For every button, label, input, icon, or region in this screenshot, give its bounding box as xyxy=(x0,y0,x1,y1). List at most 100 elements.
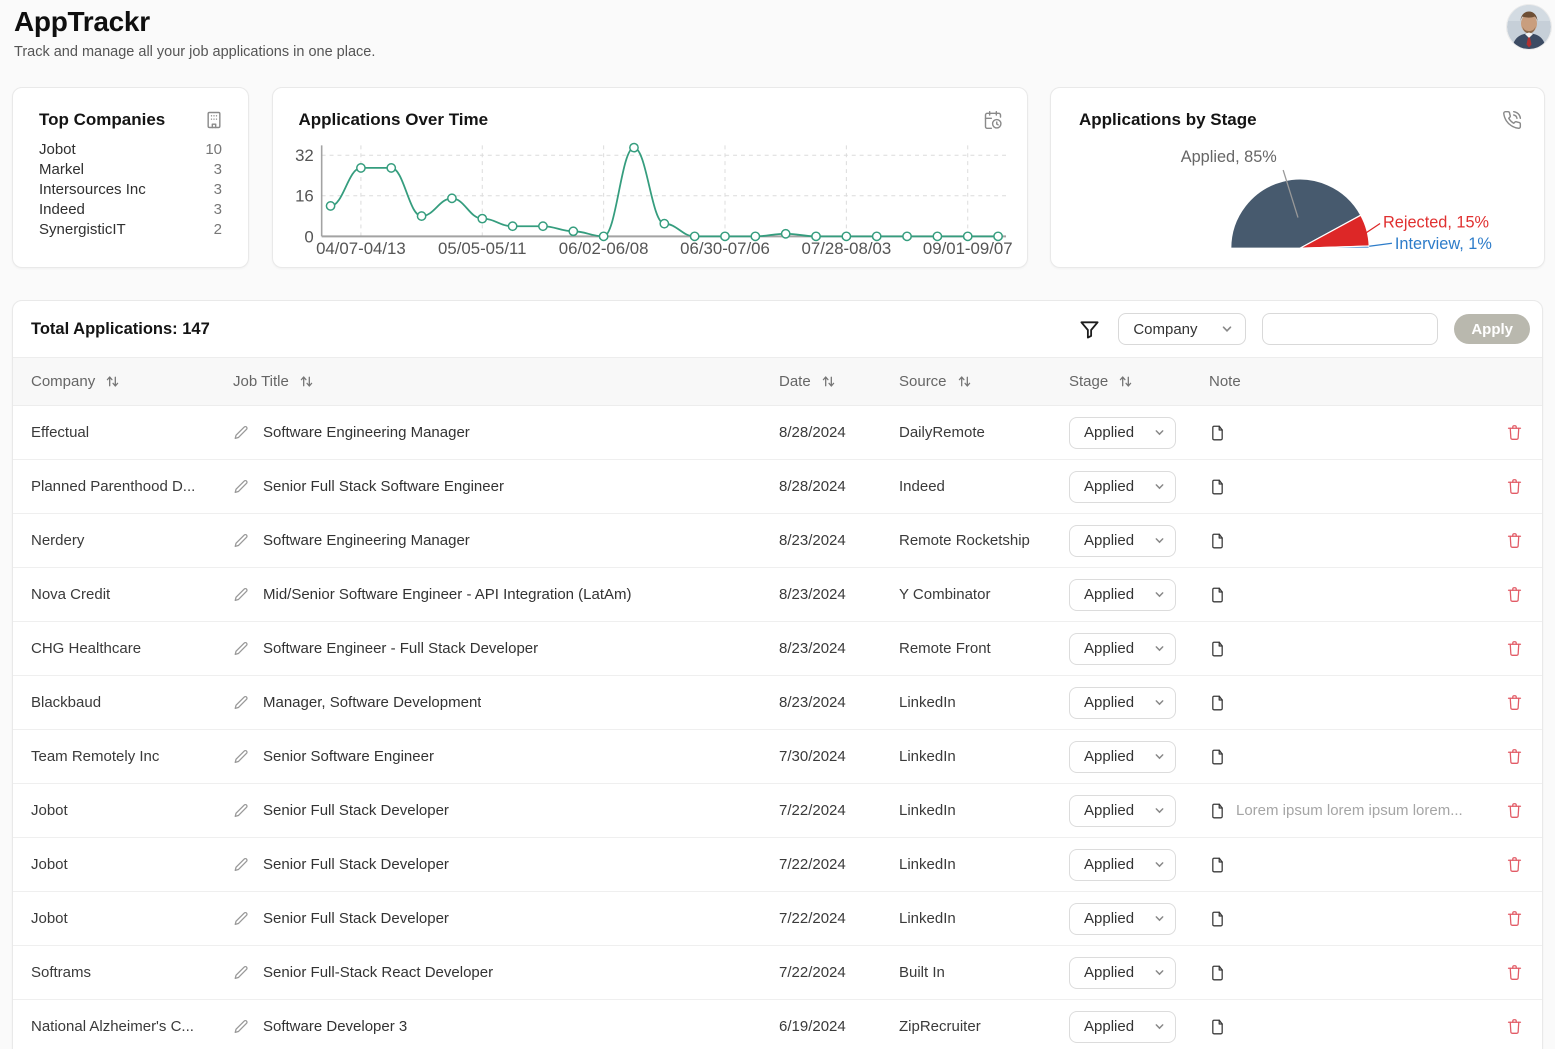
pencil-icon[interactable] xyxy=(233,1018,250,1035)
trash-icon[interactable] xyxy=(1506,639,1523,658)
stage-select[interactable]: Applied xyxy=(1069,579,1176,611)
chevron-down-icon xyxy=(1154,535,1165,546)
date-cell: 8/23/2024 xyxy=(779,532,899,549)
stage-select[interactable]: Applied xyxy=(1069,849,1176,881)
date-cell: 7/22/2024 xyxy=(779,964,899,981)
stage-select[interactable]: Applied xyxy=(1069,741,1176,773)
pencil-icon[interactable] xyxy=(233,694,250,711)
job-title-cell: Software Developer 3 xyxy=(233,1018,779,1035)
user-avatar[interactable] xyxy=(1507,5,1551,49)
note-text: Lorem ipsum lorem ipsum lorem... xyxy=(1236,802,1463,819)
trash-icon[interactable] xyxy=(1506,747,1523,766)
svg-text:06/30-07/06: 06/30-07/06 xyxy=(680,239,770,258)
top-company-name: Markel xyxy=(39,160,84,180)
filter-field-value: Company xyxy=(1133,321,1197,338)
trash-icon[interactable] xyxy=(1506,477,1523,496)
sort-arrows-icon[interactable] xyxy=(299,374,314,389)
date-cell: 8/23/2024 xyxy=(779,694,899,711)
top-company-count: 3 xyxy=(214,160,222,180)
stage-value: Applied xyxy=(1084,802,1134,819)
document-icon[interactable] xyxy=(1209,748,1226,766)
stage-select[interactable]: Applied xyxy=(1069,1011,1176,1043)
stage-select[interactable]: Applied xyxy=(1069,903,1176,935)
company-cell: Jobot xyxy=(31,802,233,819)
filter-field-select[interactable]: Company xyxy=(1118,313,1246,345)
chevron-down-icon xyxy=(1154,481,1165,492)
svg-text:32: 32 xyxy=(295,146,314,165)
table-row: CHG Healthcare Software Engineer - Full … xyxy=(13,622,1542,676)
svg-text:09/01-09/07: 09/01-09/07 xyxy=(922,239,1012,258)
top-companies-card: Top Companies Jobot 10 Markel 3 Intersou… xyxy=(12,87,249,268)
trash-icon[interactable] xyxy=(1506,963,1523,982)
pencil-icon[interactable] xyxy=(233,964,250,981)
document-icon[interactable] xyxy=(1209,694,1226,712)
document-icon[interactable] xyxy=(1209,802,1226,820)
stage-select[interactable]: Applied xyxy=(1069,957,1176,989)
note-cell xyxy=(1209,1018,1494,1036)
sort-arrows-icon[interactable] xyxy=(105,374,120,389)
pencil-icon[interactable] xyxy=(233,856,250,873)
svg-text:05/05-05/11: 05/05-05/11 xyxy=(438,239,526,258)
pencil-icon[interactable] xyxy=(233,748,250,765)
trash-icon[interactable] xyxy=(1506,1017,1523,1036)
funnel-icon[interactable] xyxy=(1079,319,1100,340)
document-icon[interactable] xyxy=(1209,856,1226,874)
document-icon[interactable] xyxy=(1209,532,1226,550)
apply-filter-button[interactable]: Apply xyxy=(1454,314,1530,344)
stage-select[interactable]: Applied xyxy=(1069,471,1176,503)
page-header: AppTrackr Track and manage all your job … xyxy=(14,6,375,60)
phone-call-icon xyxy=(1502,110,1522,130)
note-cell xyxy=(1209,856,1494,874)
pencil-icon[interactable] xyxy=(233,532,250,549)
sort-arrows-icon[interactable] xyxy=(957,374,972,389)
company-cell: National Alzheimer's C... xyxy=(31,1018,233,1035)
document-icon[interactable] xyxy=(1209,586,1226,604)
summary-cards: Top Companies Jobot 10 Markel 3 Intersou… xyxy=(12,87,1545,268)
filter-group: Company Apply xyxy=(1079,313,1530,345)
stage-select[interactable]: Applied xyxy=(1069,525,1176,557)
by-stage-title: Applications by Stage xyxy=(1079,110,1257,130)
company-cell: Team Remotely Inc xyxy=(31,748,233,765)
source-cell: LinkedIn xyxy=(899,748,1069,765)
top-company-item: Intersources Inc 3 xyxy=(39,180,222,200)
document-icon[interactable] xyxy=(1209,1018,1226,1036)
top-companies-title: Top Companies xyxy=(39,110,165,130)
document-icon[interactable] xyxy=(1209,478,1226,496)
table-row: Jobot Senior Full Stack Developer 7/22/2… xyxy=(13,838,1542,892)
filter-search-input[interactable] xyxy=(1262,313,1438,345)
job-title-cell: Senior Software Engineer xyxy=(233,748,779,765)
stage-select[interactable]: Applied xyxy=(1069,633,1176,665)
pencil-icon[interactable] xyxy=(233,802,250,819)
trash-icon[interactable] xyxy=(1506,801,1523,820)
date-cell: 7/22/2024 xyxy=(779,856,899,873)
source-cell: Indeed xyxy=(899,478,1069,495)
table-row: Effectual Software Engineering Manager 8… xyxy=(13,406,1542,460)
pencil-icon[interactable] xyxy=(233,910,250,927)
trash-icon[interactable] xyxy=(1506,423,1523,442)
sort-arrows-icon[interactable] xyxy=(821,374,836,389)
avatar-image xyxy=(1507,5,1551,49)
document-icon[interactable] xyxy=(1209,424,1226,442)
pencil-icon[interactable] xyxy=(233,478,250,495)
svg-text:0: 0 xyxy=(304,227,313,246)
sort-arrows-icon[interactable] xyxy=(1118,374,1133,389)
stage-select[interactable]: Applied xyxy=(1069,417,1176,449)
stage-select[interactable]: Applied xyxy=(1069,687,1176,719)
document-icon[interactable] xyxy=(1209,964,1226,982)
pencil-icon[interactable] xyxy=(233,640,250,657)
pencil-icon[interactable] xyxy=(233,586,250,603)
pencil-icon[interactable] xyxy=(233,424,250,441)
trash-icon[interactable] xyxy=(1506,855,1523,874)
trash-icon[interactable] xyxy=(1506,585,1523,604)
source-cell: DailyRemote xyxy=(899,424,1069,441)
chevron-down-icon xyxy=(1154,1021,1165,1032)
trash-icon[interactable] xyxy=(1506,909,1523,928)
document-icon[interactable] xyxy=(1209,910,1226,928)
trash-icon[interactable] xyxy=(1506,531,1523,550)
stage-select[interactable]: Applied xyxy=(1069,795,1176,827)
document-icon[interactable] xyxy=(1209,640,1226,658)
stage-value: Applied xyxy=(1084,748,1134,765)
trash-icon[interactable] xyxy=(1506,693,1523,712)
note-cell xyxy=(1209,640,1494,658)
chevron-down-icon xyxy=(1154,805,1165,816)
